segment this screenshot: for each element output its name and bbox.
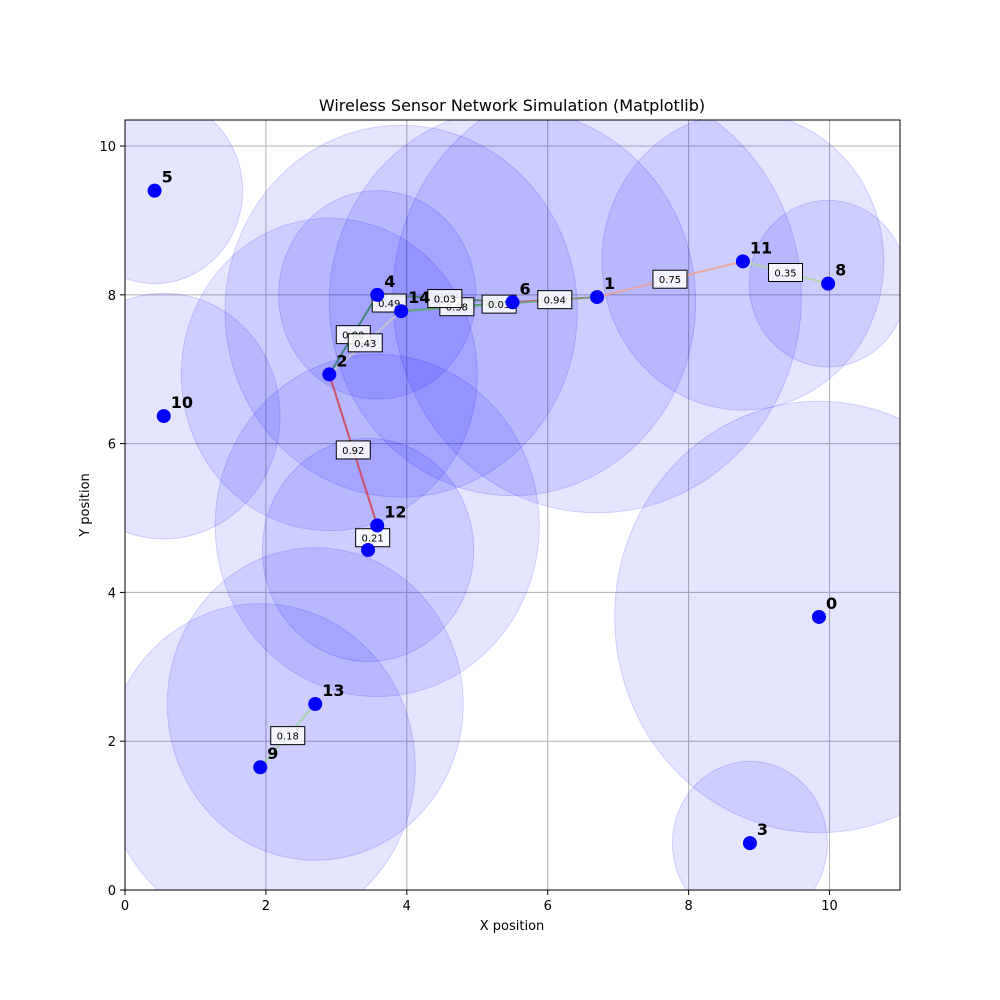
range-circle-5: [125, 120, 244, 285]
x-tick-label: 4: [403, 899, 411, 914]
edge-weight-label: 0.03: [488, 300, 510, 311]
y-tick-label: 0: [108, 884, 116, 899]
edge-weight-label: 0.49: [378, 299, 400, 310]
x-axis-label: X position: [480, 919, 545, 934]
sensor-node-14: [394, 304, 409, 319]
node-label-13: 13: [322, 681, 344, 700]
edge-weight-label: 0.21: [362, 534, 384, 545]
sensor-node-1: [590, 290, 605, 305]
node-label-11: 11: [750, 238, 772, 257]
y-tick-label: 10: [99, 140, 116, 155]
node-label-0: 0: [826, 594, 837, 613]
y-tick-label: 6: [108, 438, 116, 453]
edge-weight-label: 0.43: [354, 339, 376, 350]
node-label-4: 4: [384, 272, 395, 291]
edge-weight-label: 0.03: [434, 295, 456, 306]
sensor-node-6: [505, 295, 520, 310]
range-circle-10: [125, 292, 281, 540]
edge-weight-labels: 0.350.750.940.380.030.030.490.000.430.92…: [270, 263, 804, 746]
node-label-2: 2: [336, 351, 347, 370]
edge-weight-box: [537, 290, 573, 310]
edge-weight-label: 0.38: [446, 303, 468, 314]
edge-weight-label: 0.92: [342, 446, 364, 457]
node-label-9: 9: [267, 744, 278, 763]
x-tick-label: 8: [684, 899, 692, 914]
sensor-node-12b: [361, 543, 376, 558]
x-tick-label: 2: [262, 899, 270, 914]
x-axis-ticks: 0 2 4 6 8 10: [121, 890, 838, 914]
range-circle-0: [614, 400, 900, 834]
sensor-node-12: [370, 518, 385, 533]
range-circle-9: [125, 603, 416, 890]
node-label-8: 8: [835, 261, 846, 280]
sensor-node-13: [308, 697, 323, 712]
node-label-6: 6: [520, 279, 531, 298]
node-label-3: 3: [757, 820, 768, 839]
y-tick-label: 4: [108, 586, 116, 601]
sensor-node-4: [370, 287, 385, 302]
edge-weight-box: [335, 440, 371, 460]
sensor-node-5: [147, 183, 162, 198]
sensor-node-3: [742, 836, 757, 851]
edge-weight-box: [427, 289, 463, 309]
x-tick-label: 10: [821, 899, 838, 914]
y-tick-label: 2: [108, 735, 116, 750]
sensor-node-2: [322, 367, 337, 382]
range-circles: [125, 120, 900, 890]
sensor-node-11: [735, 254, 750, 269]
sensor-node-10: [156, 409, 171, 424]
edge-weight-label: 0.35: [774, 269, 796, 280]
grid-lines: [124, 120, 900, 891]
node-label-12: 12: [384, 502, 406, 521]
node-label-1: 1: [604, 274, 615, 293]
sensor-node-9: [253, 760, 268, 775]
sensor-node-0: [811, 609, 826, 624]
node-label-5: 5: [162, 168, 173, 187]
sensor-node-8: [821, 276, 836, 291]
edge-weight-label: 0.75: [659, 275, 681, 286]
y-axis-label: Y position: [78, 473, 93, 538]
edge-weight-box: [768, 263, 804, 283]
x-tick-label: 6: [544, 899, 552, 914]
node-label-10: 10: [171, 393, 193, 412]
edge-weight-label: 0.18: [277, 732, 299, 743]
plot-frame: [124, 119, 901, 891]
chart-title: Wireless Sensor Network Simulation (Matp…: [319, 96, 705, 115]
edge-weight-label: 0.94: [544, 296, 566, 307]
y-tick-label: 8: [108, 289, 116, 304]
edge-weight-box: [270, 726, 306, 746]
node-label-14: 14: [408, 288, 430, 307]
edge-weight-box: [347, 333, 383, 353]
x-tick-label: 0: [121, 899, 129, 914]
sensor-nodes: [147, 183, 836, 851]
edge-weight-box: [652, 269, 688, 289]
range-circle-3: [671, 760, 828, 890]
y-axis-ticks: 0 2 4 6 8 10: [99, 140, 125, 899]
